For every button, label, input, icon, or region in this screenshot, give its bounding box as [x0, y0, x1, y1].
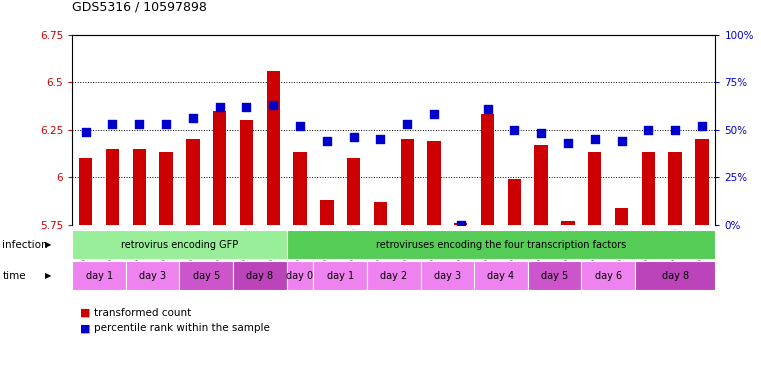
- Text: day 8: day 8: [247, 270, 273, 281]
- Text: GDS5316 / 10597898: GDS5316 / 10597898: [72, 0, 207, 13]
- Bar: [454, 223, 467, 225]
- Text: day 3: day 3: [139, 270, 166, 281]
- Point: [348, 134, 360, 140]
- Bar: [668, 152, 682, 225]
- Bar: [240, 120, 253, 225]
- Bar: [320, 200, 333, 225]
- Text: day 1: day 1: [326, 270, 354, 281]
- Bar: [588, 152, 601, 225]
- Text: time: time: [2, 270, 26, 281]
- Point: [562, 140, 574, 146]
- Text: transformed count: transformed count: [94, 308, 191, 318]
- Text: infection: infection: [2, 240, 48, 250]
- Point: [374, 136, 387, 142]
- Text: day 0: day 0: [286, 270, 314, 281]
- Point: [669, 127, 681, 133]
- Bar: [213, 111, 226, 225]
- Point: [616, 138, 628, 144]
- Bar: [534, 145, 548, 225]
- Text: day 3: day 3: [434, 270, 461, 281]
- Text: day 1: day 1: [85, 270, 113, 281]
- Bar: [293, 152, 307, 225]
- Point: [508, 127, 521, 133]
- Point: [482, 106, 494, 112]
- Text: day 5: day 5: [193, 270, 220, 281]
- Text: retroviruses encoding the four transcription factors: retroviruses encoding the four transcrip…: [376, 240, 626, 250]
- Point: [455, 222, 467, 228]
- Point: [589, 136, 601, 142]
- Point: [294, 123, 306, 129]
- Point: [642, 127, 654, 133]
- Text: ▶: ▶: [45, 271, 52, 280]
- Point: [80, 128, 92, 134]
- Bar: [615, 207, 629, 225]
- Bar: [79, 158, 92, 225]
- Point: [133, 121, 145, 127]
- Bar: [266, 71, 280, 225]
- Point: [240, 104, 253, 110]
- Text: day 2: day 2: [380, 270, 407, 281]
- Point: [107, 121, 119, 127]
- Point: [401, 121, 413, 127]
- Text: day 8: day 8: [661, 270, 689, 281]
- Text: day 4: day 4: [488, 270, 514, 281]
- Point: [186, 115, 199, 121]
- Bar: [106, 149, 119, 225]
- Point: [428, 111, 440, 118]
- Text: ■: ■: [80, 323, 91, 333]
- Bar: [159, 152, 173, 225]
- Text: day 6: day 6: [594, 270, 622, 281]
- Text: ▶: ▶: [45, 240, 52, 249]
- Point: [267, 102, 279, 108]
- Text: ■: ■: [80, 308, 91, 318]
- Point: [320, 138, 333, 144]
- Bar: [562, 221, 575, 225]
- Text: retrovirus encoding GFP: retrovirus encoding GFP: [121, 240, 238, 250]
- Bar: [696, 139, 708, 225]
- Bar: [186, 139, 199, 225]
- Bar: [347, 158, 360, 225]
- Point: [214, 104, 226, 110]
- Bar: [508, 179, 521, 225]
- Bar: [428, 141, 441, 225]
- Point: [696, 123, 708, 129]
- Bar: [400, 139, 414, 225]
- Bar: [481, 114, 495, 225]
- Text: day 5: day 5: [541, 270, 568, 281]
- Point: [160, 121, 172, 127]
- Bar: [374, 202, 387, 225]
- Point: [535, 130, 547, 136]
- Bar: [132, 149, 146, 225]
- Bar: [642, 152, 655, 225]
- Text: percentile rank within the sample: percentile rank within the sample: [94, 323, 269, 333]
